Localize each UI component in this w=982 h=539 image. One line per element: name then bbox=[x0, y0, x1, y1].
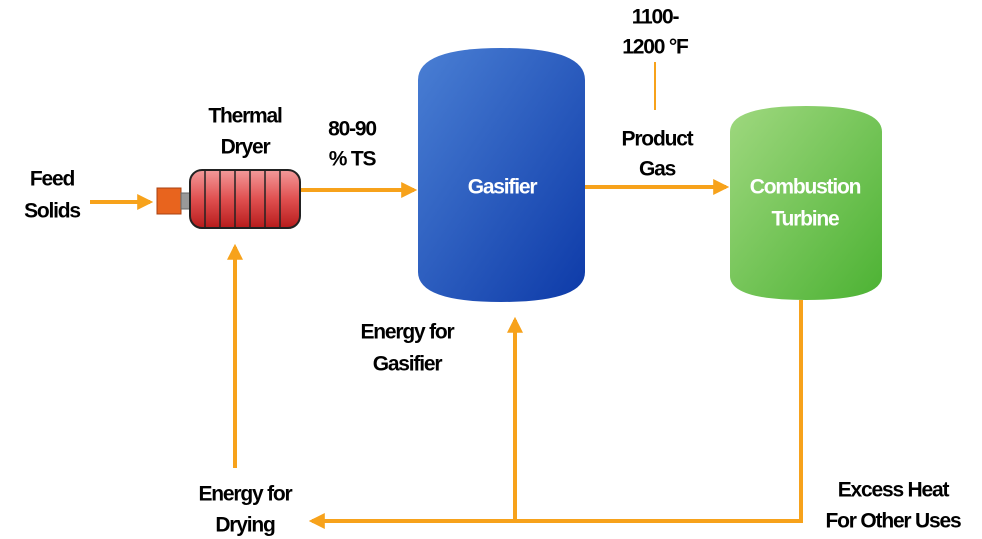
feeder bbox=[156, 187, 182, 215]
temperature-label: 1200 °F bbox=[622, 36, 689, 59]
excess-heat-label: For Other Uses bbox=[826, 510, 961, 533]
heat-return bbox=[308, 300, 803, 529]
temperature-label: 1100- bbox=[632, 6, 680, 29]
dryer-label: Dryer bbox=[221, 136, 271, 159]
ts-label: 80-90 bbox=[328, 118, 376, 141]
dryer-label: Thermal bbox=[208, 105, 282, 128]
product-gas-label: Gas bbox=[639, 158, 676, 181]
energy-gasifier-label: Energy for bbox=[360, 321, 454, 344]
energy-drying-label: Energy for bbox=[198, 483, 292, 506]
feed-label: Solids bbox=[24, 200, 80, 223]
thermal-dryer bbox=[189, 169, 301, 229]
gasifier-label: Gasifier bbox=[468, 176, 538, 199]
product-gas-label: Product bbox=[622, 128, 694, 151]
excess-heat-label: Excess Heat bbox=[838, 479, 950, 502]
combustion-turbine bbox=[730, 106, 882, 300]
dryer-ribs bbox=[204, 171, 281, 227]
energy-drying-label: Drying bbox=[215, 514, 275, 537]
energy-gasifier-label: Gasifier bbox=[373, 353, 443, 376]
gasifier bbox=[418, 48, 585, 302]
turbine-label: Turbine bbox=[771, 208, 839, 231]
feed-label: Feed bbox=[30, 168, 75, 191]
ts-label: % TS bbox=[329, 148, 377, 171]
turbine-label: Combustion bbox=[750, 176, 861, 199]
connector bbox=[180, 192, 191, 210]
